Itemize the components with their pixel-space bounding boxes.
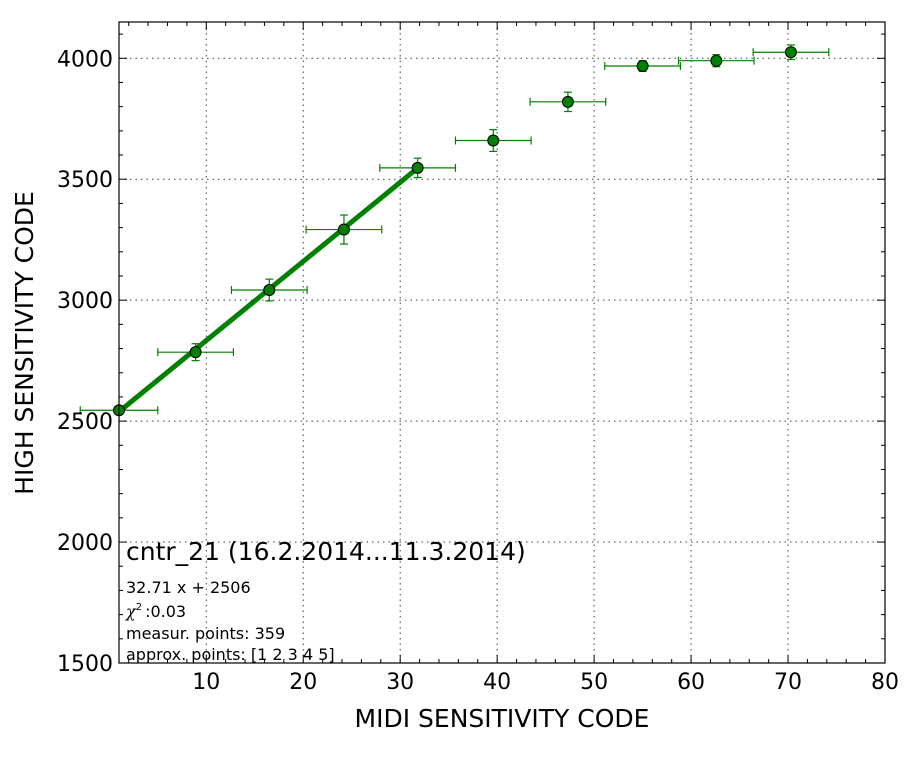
chi-exponent: 2 [136, 602, 142, 613]
data-marker [487, 134, 500, 147]
x-tick-label: 60 [677, 670, 705, 695]
data-marker [189, 346, 202, 359]
x-tick-label: 30 [386, 670, 414, 695]
y-tick-label: 2500 [57, 410, 113, 435]
annotation-title: cntr_21 (16.2.2014...11.3.2014) [126, 537, 526, 566]
y-tick-label: 1500 [57, 652, 113, 677]
annotation-fit-equation: 32.71 x + 2506 [126, 578, 251, 597]
chi-symbol: χ [125, 602, 137, 621]
x-tick-labels: 10 20 30 40 50 60 70 80 [192, 670, 899, 695]
data-marker [784, 46, 797, 59]
data-point [677, 54, 755, 68]
x-tick-label: 70 [774, 670, 802, 695]
y-tick-label: 4000 [57, 47, 113, 72]
x-tick-label: 40 [483, 670, 511, 695]
data-marker [710, 54, 723, 67]
axis-ticks [119, 22, 886, 664]
data-point [230, 278, 308, 302]
data-point [454, 129, 532, 153]
y-tick-label: 3500 [57, 168, 113, 193]
data-point [604, 60, 682, 73]
data-marker [263, 284, 276, 297]
grid [119, 22, 885, 663]
data-point [379, 157, 457, 179]
plot-frame [118, 21, 886, 664]
data-point [529, 91, 607, 113]
data-marker [636, 60, 649, 73]
annotation-approx-points: approx. points: [1 2 3 4 5] [126, 645, 335, 664]
data-point [157, 343, 235, 362]
data-marker [411, 161, 424, 174]
y-tick-label: 2000 [57, 531, 113, 556]
y-axis-label: HIGH SENSITIVITY CODE [10, 191, 39, 495]
annotation-chi-square: χ2:0.03 [125, 602, 186, 621]
annotation-measur-points: measur. points: 359 [126, 624, 285, 643]
y-tick-label: 3000 [57, 289, 113, 314]
y-tick-labels: 1500 2000 2500 3000 3500 4000 [57, 47, 113, 677]
plot-area [119, 22, 885, 663]
data-point [305, 214, 383, 245]
x-tick-label: 10 [192, 670, 220, 695]
x-tick-label: 50 [580, 670, 608, 695]
data-marker [337, 223, 350, 236]
x-axis-label: MIDI SENSITIVITY CODE [355, 704, 650, 733]
data-marker [561, 95, 574, 108]
x-tick-label: 20 [289, 670, 317, 695]
chi-value: :0.03 [145, 602, 186, 621]
data-point [752, 44, 830, 61]
x-tick-label: 80 [871, 670, 899, 695]
